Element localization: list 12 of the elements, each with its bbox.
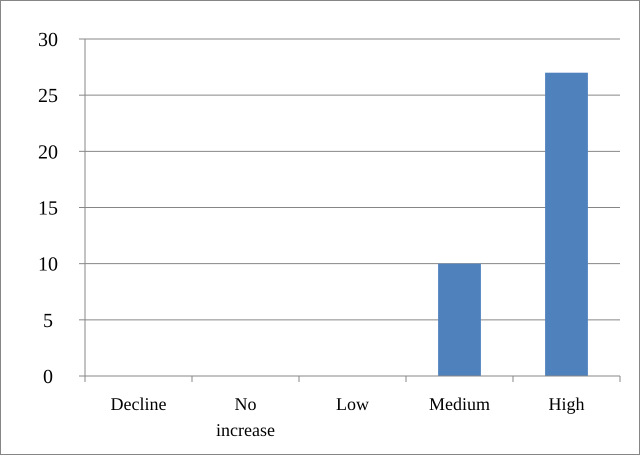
y-tick-label: 15	[38, 198, 58, 220]
x-tick-label: Low	[336, 394, 369, 414]
x-tick-label: Decline	[110, 394, 166, 414]
x-tick-label: No increase	[216, 394, 275, 440]
y-tick-label: 5	[43, 310, 53, 332]
x-tick-label: High	[548, 394, 584, 414]
y-tick-label: 25	[38, 85, 58, 108]
y-tick-label: 30	[38, 29, 58, 51]
y-tick-label: 0	[43, 366, 53, 388]
y-tick-label: 20	[38, 141, 58, 164]
x-tick-label: Medium	[429, 394, 490, 414]
y-tick-label: 10	[38, 254, 58, 276]
